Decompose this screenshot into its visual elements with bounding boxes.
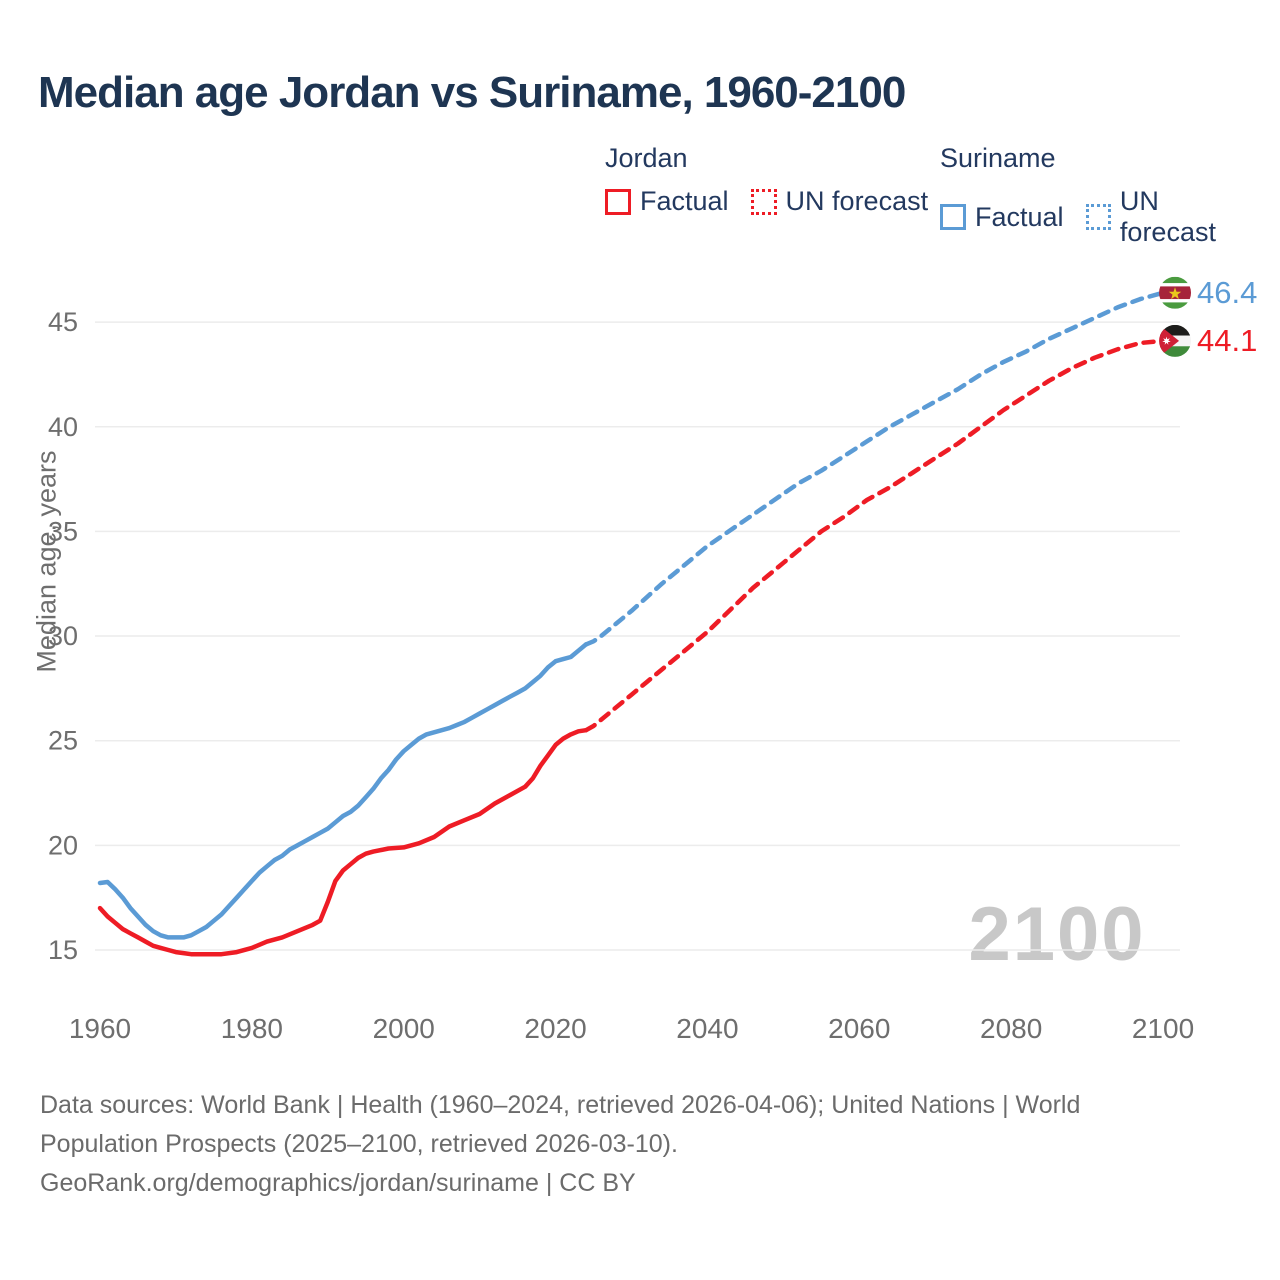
series-line-jordan-un-forecast (583, 338, 1166, 733)
x-tick-label-2020: 2020 (524, 1013, 586, 1044)
series-line-jordan-factual (97, 727, 589, 957)
x-tick-label-2040: 2040 (676, 1013, 738, 1044)
data-sources-note: Data sources: World Bank | Health (1960–… (40, 1086, 1180, 1203)
legend-item-suriname-factual[interactable]: Factual (940, 202, 1064, 233)
legend-label-suriname-factual: Factual (975, 201, 1064, 232)
y-tick-label-35: 35 (48, 516, 78, 546)
legend-label-suriname-forecast: UN forecast (1119, 186, 1216, 247)
x-tick-label-2100: 2100 (1132, 1013, 1194, 1044)
legend-group-jordan: Jordan Factual UN forecast (605, 143, 950, 217)
end-value-label-suriname: 46.4 (1197, 275, 1257, 310)
legend-header-jordan: Jordan (605, 143, 688, 173)
x-tick-label-1980: 1980 (221, 1013, 283, 1044)
legend-label-jordan-forecast: UN forecast (785, 186, 929, 216)
y-tick-label-45: 45 (48, 307, 78, 337)
source-line-1: Data sources: World Bank | Health (1960–… (40, 1091, 1081, 1119)
legend-row-suriname: Factual UN forecast (940, 186, 1280, 248)
y-tick-label-40: 40 (48, 412, 78, 442)
chart-title: Median age Jordan vs Suriname, 1960-2100 (38, 68, 906, 117)
x-tick-label-1960: 1960 (69, 1013, 131, 1044)
end-value-label-jordan: 44.1 (1197, 323, 1257, 358)
legend-label-jordan-factual: Factual (640, 186, 729, 216)
source-line-2: Population Prospects (2025–2100, retriev… (40, 1130, 678, 1158)
source-link: GeoRank.org/demographics/jordan/suriname… (40, 1169, 636, 1197)
legend-swatch-jordan-forecast (750, 188, 777, 215)
legend-item-jordan-forecast[interactable]: UN forecast (750, 186, 929, 217)
legend-item-jordan-factual[interactable]: Factual (605, 186, 729, 217)
legend-header-suriname: Suriname (940, 143, 1056, 173)
x-tick-label-2000: 2000 (373, 1013, 435, 1044)
legend-swatch-suriname-forecast (1085, 204, 1111, 230)
year-watermark: 2100 (968, 892, 1146, 977)
y-tick-label-25: 25 (48, 726, 78, 756)
chart-canvas: 15 20 25 30 35 40 45 1960 1980 2000 2020 2040 2060 20… (48, 275, 1257, 1044)
legend-swatch-jordan-factual (605, 188, 631, 215)
legend-swatch-suriname-factual (940, 204, 966, 230)
series-line-suriname-un-forecast (583, 290, 1166, 647)
flag-suriname-icon (1159, 276, 1192, 309)
y-tick-label-15: 15 (48, 935, 78, 965)
series-line-suriname-factual (97, 642, 589, 940)
x-tick-label-2060: 2060 (828, 1013, 890, 1044)
legend-row-jordan: Factual UN forecast (605, 186, 950, 217)
y-tick-label-20: 20 (48, 830, 78, 860)
x-tick-label-2080: 2080 (980, 1013, 1042, 1044)
flag-jordan-icon (1159, 324, 1192, 357)
y-tick-label-30: 30 (48, 621, 78, 651)
legend-item-suriname-forecast[interactable]: UN forecast (1085, 186, 1258, 248)
legend-group-suriname: Suriname Factual UN forecast (940, 143, 1280, 248)
